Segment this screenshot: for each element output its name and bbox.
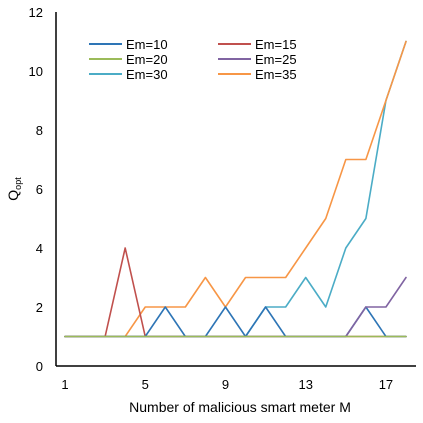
x-tick-labels: 1 5 9 13 17 xyxy=(61,377,393,392)
legend-item: Em=30 xyxy=(89,67,168,82)
legend-label: Em=10 xyxy=(126,37,168,52)
y-tick-label: 12 xyxy=(29,5,43,20)
y-axis-title: Qopt xyxy=(5,177,23,201)
y-tick-label: 4 xyxy=(36,241,43,256)
legend-item: Em=15 xyxy=(218,37,297,52)
y-tick-labels: 0 2 4 6 8 10 12 xyxy=(29,5,43,374)
legend-item: Em=25 xyxy=(218,52,297,67)
legend-label: Em=25 xyxy=(255,52,297,67)
x-axis-title: Number of malicious smart meter M xyxy=(129,399,351,415)
y-tick-label: 0 xyxy=(36,359,43,374)
legend-item: Em=20 xyxy=(89,52,168,67)
series-line-em-35 xyxy=(64,40,407,338)
x-tick-label: 13 xyxy=(298,377,312,392)
y-axis-title-main: Q xyxy=(5,190,21,201)
x-tick-label: 9 xyxy=(222,377,229,392)
x-tick-label: 17 xyxy=(379,377,393,392)
y-axis-title-subscript: opt xyxy=(13,177,23,190)
legend: Em=10 Em=15 Em=20 Em=25 Em=30 Em=35 xyxy=(89,37,297,82)
legend-item: Em=10 xyxy=(89,37,168,52)
legend-label: Em=35 xyxy=(255,67,297,82)
x-tick-label: 1 xyxy=(61,377,68,392)
y-tick-label: 8 xyxy=(36,123,43,138)
legend-label: Em=15 xyxy=(255,37,297,52)
legend-label: Em=30 xyxy=(126,67,168,82)
y-tick-label: 6 xyxy=(36,182,43,197)
series-line-em-10 xyxy=(64,306,407,338)
y-tick-label: 10 xyxy=(29,64,43,79)
x-tick-label: 5 xyxy=(142,377,149,392)
y-tick-label: 2 xyxy=(36,300,43,315)
legend-label: Em=20 xyxy=(126,52,168,67)
legend-item: Em=35 xyxy=(218,67,297,82)
series-layer xyxy=(64,40,407,338)
